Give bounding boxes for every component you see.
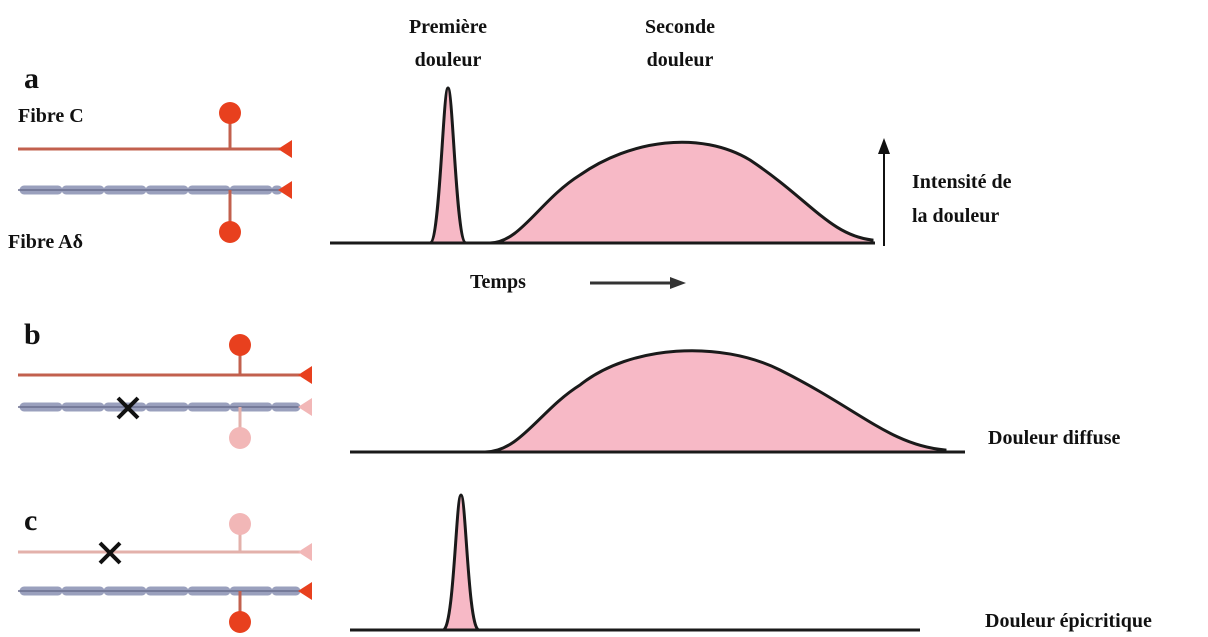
fibre-c [18,334,312,384]
pain-curve [350,349,965,454]
peak-label: douleur [647,49,714,71]
fibre-ad [18,582,312,633]
fibre-label: Fibre Aδ [8,231,83,253]
peak-label: Première [409,16,487,38]
fibre-c [18,513,312,565]
axis-label: la douleur [912,205,999,227]
time-arrow [590,277,686,289]
axis-label: Intensité de [912,171,1012,193]
panel-letter: b [24,318,41,351]
pain-curve [350,493,920,632]
fibre-label: Fibre C [18,105,84,127]
fibre-ad [18,181,292,243]
axis-label: Temps [470,271,526,293]
panel-letter: c [24,504,37,537]
caption: Douleur diffuse [988,427,1121,449]
panel-letter: a [24,62,39,95]
pain-curve [330,86,875,245]
caption: Douleur épicritique [985,610,1152,632]
peak-label: Seconde [645,16,715,38]
fibre-ad [18,396,312,449]
intensity-arrow [878,138,890,246]
fibre-c [18,102,292,158]
peak-label: douleur [415,49,482,71]
